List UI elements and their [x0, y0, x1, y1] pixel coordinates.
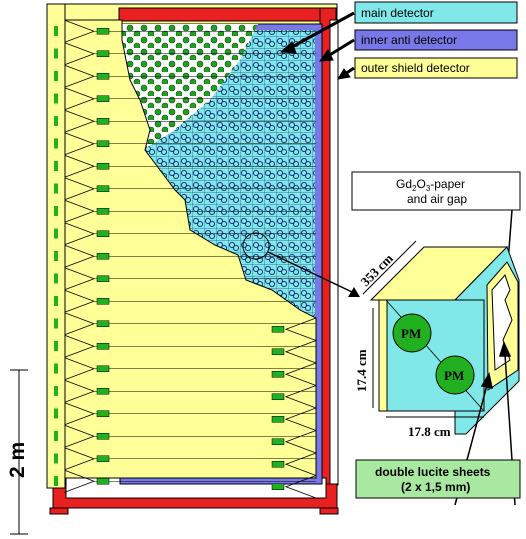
lucite-line1: double lucite sheets — [375, 465, 491, 479]
side-pmt-marker — [54, 48, 58, 59]
right-light-guide-taper — [284, 475, 317, 499]
pmt-marker — [96, 343, 110, 350]
lucite-callout: double lucite sheets (2 x 1,5 mm) — [355, 459, 521, 499]
legend-inner-anti-label: inner anti detector — [361, 33, 457, 47]
pmt-marker — [96, 253, 110, 260]
legend-main-detector-box — [354, 1, 518, 24]
side-pmt-marker — [54, 453, 58, 464]
dot-cutaway — [122, 24, 258, 160]
right-light-guide-taper — [284, 430, 317, 454]
pmt-marker — [96, 118, 110, 125]
side-pmt-marker — [54, 341, 58, 351]
side-pmt-marker — [54, 228, 58, 239]
legend-arrows — [279, 11, 355, 80]
pm-top-circle — [392, 313, 432, 353]
zoom-arrow — [267, 251, 360, 297]
legend-inner-anti-box — [354, 29, 518, 51]
side-pmt-marker — [54, 161, 58, 171]
pmt-marker — [96, 388, 110, 395]
pm-bottom-label: PM — [444, 368, 464, 383]
side-pmt-marker — [54, 386, 58, 396]
side-pmt-marker — [54, 251, 58, 261]
cell-highlight-circle — [242, 232, 270, 260]
side-pmt-marker — [54, 71, 58, 81]
side-pmt-marker — [54, 408, 58, 419]
pmt-marker — [96, 163, 110, 170]
gd-paper-line2: and air gap — [407, 192, 467, 206]
side-pmt-marker — [54, 318, 58, 329]
light-guide-cutaway — [63, 19, 317, 479]
side-pmt-marker — [54, 273, 58, 284]
pmt-marker — [96, 320, 110, 327]
right-light-guide-taper — [284, 317, 317, 341]
pmt-marker — [96, 433, 110, 440]
pm-top-label: PM — [401, 326, 421, 341]
dimension-width: 17.8 cm — [408, 424, 451, 439]
pmt-marker — [96, 95, 110, 102]
side-pmt-marker — [54, 116, 58, 126]
legend-outer-shield-box — [354, 57, 518, 79]
right-pmt-marker — [271, 416, 285, 423]
pmt-marker — [96, 208, 110, 215]
side-pmt-marker — [54, 431, 58, 441]
side-pmt-marker — [54, 296, 58, 306]
pmt-marker — [96, 140, 110, 147]
pmt-marker — [96, 298, 110, 305]
pmt-marker — [96, 455, 110, 462]
pmt-marker — [96, 478, 110, 485]
side-pmt-marker — [54, 206, 58, 216]
legend: main detector inner anti detector outer … — [354, 1, 518, 79]
right-light-guide-taper — [284, 362, 317, 386]
module-box: PM PM — [369, 246, 520, 435]
left-column — [46, 3, 66, 489]
pmt-marker — [96, 50, 110, 57]
pmt-marker — [96, 185, 110, 192]
side-pmt-marker — [54, 93, 58, 104]
side-pmt-marker — [54, 183, 58, 194]
pmt-marker — [96, 275, 110, 282]
right-light-guide-taper — [284, 385, 317, 409]
scale-label: 2 m — [6, 442, 29, 478]
lucite-line2: (2 x 1,5 mm) — [401, 480, 470, 494]
right-pmt-marker — [271, 393, 285, 400]
right-light-guide-taper — [284, 340, 317, 364]
pmt-marker — [96, 410, 110, 417]
right-pmt-marker — [271, 371, 285, 378]
pmt-marker — [96, 230, 110, 237]
legend-outer-shield-label: outer shield detector — [361, 61, 470, 75]
pmt-marker — [96, 28, 110, 35]
legend-main-detector-label: main detector — [361, 6, 434, 20]
right-pmt-marker — [271, 326, 285, 333]
right-light-guide-taper — [284, 452, 317, 476]
right-pmt-rows — [271, 317, 317, 499]
right-pmt-marker — [271, 483, 285, 490]
pmt-marker — [96, 365, 110, 372]
side-pmt-marker — [54, 26, 58, 36]
right-pmt-marker — [271, 348, 285, 355]
side-pmt-marker — [54, 138, 58, 149]
pm-bottom-circle — [435, 355, 475, 395]
right-pmt-marker — [271, 438, 285, 445]
right-pmt-marker — [271, 461, 285, 468]
scale-bar: 2 m — [6, 369, 29, 535]
pmt-rows — [63, 19, 316, 493]
dimension-height: 17.4 cm — [354, 349, 369, 392]
side-pmt-marker — [54, 476, 58, 486]
gd-paper-callout: Gd2O3-paper and air gap — [351, 171, 521, 272]
right-light-guide-taper — [284, 407, 317, 431]
side-pmt-marker — [54, 363, 58, 374]
pmt-marker — [96, 73, 110, 80]
gd-paper-line1: Gd2O3-paper — [396, 177, 465, 193]
